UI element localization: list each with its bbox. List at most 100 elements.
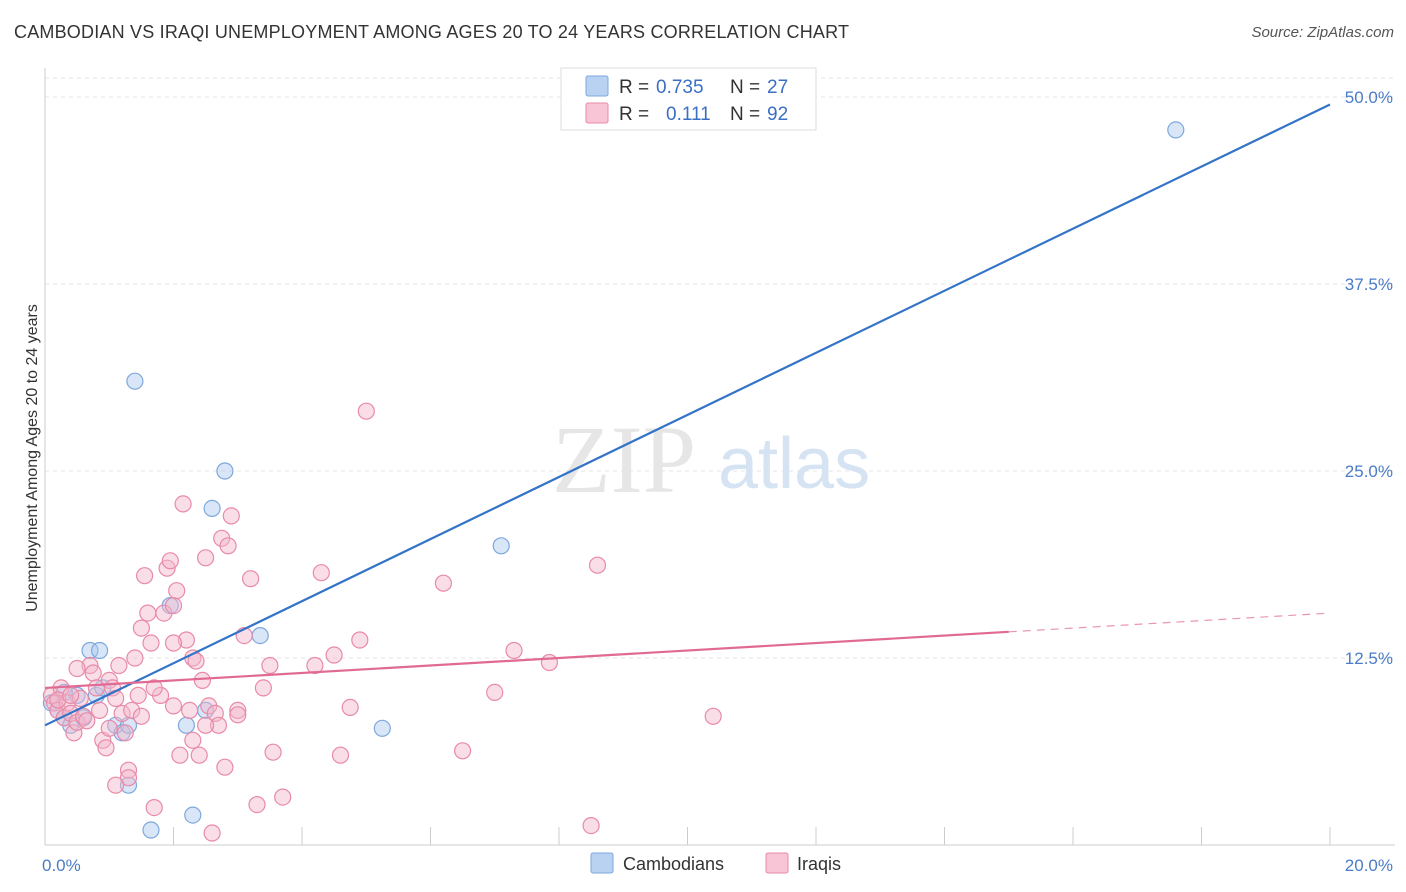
legend: R = 0.735 N = 27 R = 0.111 N = 92 xyxy=(560,67,817,131)
point-cambodians xyxy=(184,806,202,824)
point-cambodians xyxy=(1167,121,1185,139)
x-tick-label-min: 0.0% xyxy=(42,856,81,875)
legend-r-label-cambodians: R = xyxy=(619,77,649,98)
legend-n-label-iraqis: N = xyxy=(730,104,760,125)
legend-r-label-iraqis: R = xyxy=(619,104,649,125)
y-tick-label: 37.5% xyxy=(1345,275,1393,294)
point-iraqis xyxy=(100,719,118,737)
bottom-legend-swatch-cambodians xyxy=(590,852,614,874)
legend-r-value-cambodians: 0.735 xyxy=(656,77,704,98)
point-iraqis xyxy=(78,712,96,730)
point-cambodians xyxy=(126,372,144,390)
point-iraqis xyxy=(704,707,722,725)
watermark-atlas: atlas xyxy=(718,424,870,504)
point-iraqis xyxy=(65,724,83,742)
point-iraqis xyxy=(229,701,247,720)
chart-title: CAMBODIAN VS IRAQI UNEMPLOYMENT AMONG AG… xyxy=(14,22,850,42)
point-iraqis xyxy=(209,716,228,734)
point-iraqis xyxy=(129,686,147,705)
point-iraqis xyxy=(242,570,260,588)
point-iraqis xyxy=(203,824,221,842)
point-iraqis xyxy=(110,656,128,675)
point-iraqis xyxy=(184,731,202,749)
point-iraqis xyxy=(113,704,131,723)
point-cambodians xyxy=(373,719,391,737)
point-iraqis xyxy=(219,537,237,555)
point-iraqis xyxy=(132,619,150,637)
legend-r-value-iraqis: 0.111 xyxy=(666,104,711,125)
point-iraqis xyxy=(248,795,266,814)
point-iraqis xyxy=(190,746,208,764)
source-label: Source: ZipAtlas.com xyxy=(1251,24,1394,41)
point-iraqis xyxy=(197,716,215,734)
point-cambodians xyxy=(81,641,99,660)
point-iraqis xyxy=(177,631,195,649)
point-iraqis xyxy=(588,556,607,574)
trend-line-iraqis xyxy=(44,630,1009,690)
y-tick-label: 12.5% xyxy=(1345,649,1393,668)
point-iraqis xyxy=(197,549,215,567)
point-iraqis xyxy=(341,698,359,717)
trend-line-cambodians xyxy=(44,103,1331,727)
tick-labels: 12.5% 25.0% 37.5% 50.0% 0.0% 20.0% xyxy=(42,88,1393,875)
point-cambodians xyxy=(216,462,234,480)
point-iraqis xyxy=(139,604,157,622)
data-points xyxy=(42,121,1185,842)
legend-n-value-iraqis: 92 xyxy=(767,104,788,125)
point-iraqis xyxy=(119,769,138,787)
point-iraqis xyxy=(84,664,102,682)
bottom-legend: Cambodians Iraqis xyxy=(590,852,841,874)
point-iraqis xyxy=(325,646,343,664)
point-cambodians xyxy=(492,537,510,555)
point-iraqis xyxy=(229,706,247,724)
point-iraqis xyxy=(216,758,234,776)
point-iraqis xyxy=(49,691,67,709)
legend-n-value-cambodians: 27 xyxy=(767,77,788,98)
y-tick-label: 50.0% xyxy=(1345,88,1393,107)
point-iraqis xyxy=(126,649,144,667)
bottom-legend-swatch-iraqis xyxy=(765,852,789,874)
point-iraqis xyxy=(136,567,154,585)
point-iraqis xyxy=(145,798,163,817)
point-cambodians xyxy=(251,626,269,645)
x-tick-label-max: 20.0% xyxy=(1345,856,1393,875)
point-iraqis xyxy=(540,653,559,672)
point-iraqis xyxy=(90,701,109,720)
point-iraqis xyxy=(254,679,272,697)
point-cambodians xyxy=(90,641,109,660)
axes xyxy=(44,68,1395,846)
point-iraqis xyxy=(351,631,369,649)
point-iraqis xyxy=(145,679,163,697)
point-cambodians xyxy=(142,821,160,839)
point-iraqis xyxy=(68,659,86,678)
point-iraqis xyxy=(434,574,452,592)
bottom-legend-label-iraqis: Iraqis xyxy=(797,854,841,874)
point-iraqis xyxy=(486,683,504,702)
point-iraqis xyxy=(71,689,89,708)
point-iraqis xyxy=(62,686,80,705)
point-iraqis xyxy=(107,776,125,794)
point-iraqis xyxy=(142,634,160,652)
point-iraqis xyxy=(582,816,600,835)
point-iraqis xyxy=(97,739,115,757)
legend-n-label-cambodians: N = xyxy=(730,77,760,98)
point-iraqis xyxy=(132,707,150,725)
watermark-zip: ZIP xyxy=(552,406,696,513)
point-iraqis xyxy=(261,656,279,675)
point-iraqis xyxy=(123,701,141,720)
point-iraqis xyxy=(193,671,211,690)
point-iraqis xyxy=(174,495,192,513)
legend-swatch-cambodians xyxy=(585,75,609,97)
point-iraqis xyxy=(454,742,472,760)
point-iraqis xyxy=(168,582,186,600)
legend-swatch-iraqis xyxy=(585,102,609,124)
trend-line-extension-iraqis xyxy=(1008,612,1331,633)
point-iraqis xyxy=(306,656,324,675)
bottom-legend-label-cambodians: Cambodians xyxy=(623,854,724,874)
trend-lines xyxy=(44,103,1331,727)
point-iraqis xyxy=(181,701,199,720)
point-iraqis xyxy=(357,402,375,420)
point-iraqis xyxy=(312,564,330,582)
point-cambodians xyxy=(177,716,195,734)
